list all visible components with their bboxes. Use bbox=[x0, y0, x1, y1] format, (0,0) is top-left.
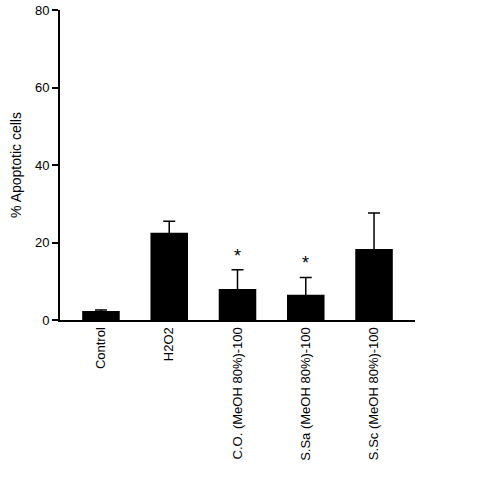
svg-text:S.Sc (MeOH 80%)-100: S.Sc (MeOH 80%)-100 bbox=[366, 327, 381, 460]
svg-text:40: 40 bbox=[35, 158, 49, 173]
svg-text:*: * bbox=[234, 246, 241, 266]
svg-text:0: 0 bbox=[42, 313, 49, 328]
svg-text:20: 20 bbox=[35, 235, 49, 250]
svg-text:H2O2: H2O2 bbox=[161, 327, 176, 361]
svg-text:60: 60 bbox=[35, 80, 49, 95]
svg-text:% Apoptotic cells: % Apoptotic cells bbox=[8, 112, 24, 218]
svg-text:*: * bbox=[302, 253, 309, 273]
svg-text:S.Sa (MeOH 80%)-100: S.Sa (MeOH 80%)-100 bbox=[298, 327, 313, 461]
svg-text:80: 80 bbox=[35, 3, 49, 18]
svg-text:C.O. (MeOH 80%)-100: C.O. (MeOH 80%)-100 bbox=[230, 327, 245, 459]
svg-text:Control: Control bbox=[93, 327, 108, 369]
